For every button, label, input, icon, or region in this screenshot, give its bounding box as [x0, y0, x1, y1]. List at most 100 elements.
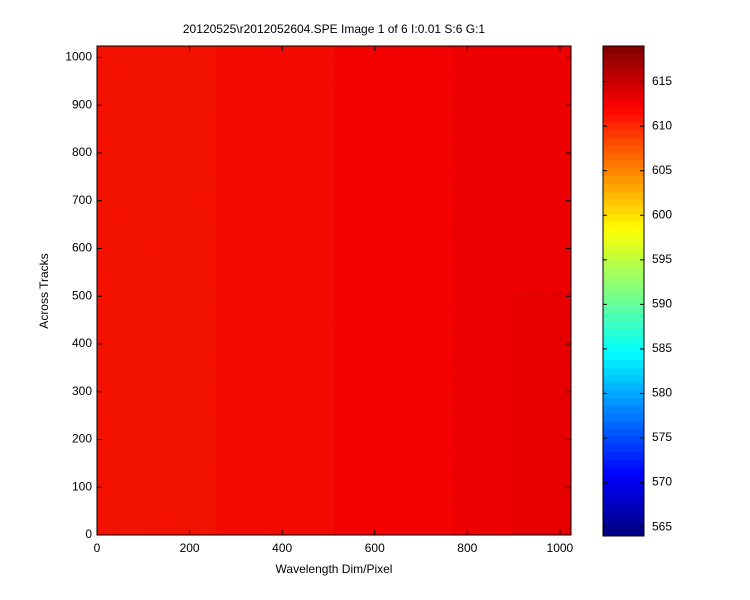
colorbar-cell: [603, 513, 644, 522]
colorbar-cell: [603, 497, 644, 506]
colorbar-cell: [603, 222, 644, 231]
colorbar-cell: [603, 84, 644, 93]
colorbar-cell: [603, 490, 644, 499]
colorbar-cell: [603, 313, 644, 323]
colorbar-cell: [603, 130, 644, 139]
colorbar-cell: [603, 168, 644, 177]
colorbar-cell: [603, 160, 644, 169]
colorbar-cell: [603, 114, 644, 124]
colorbar-cell: [603, 229, 644, 238]
colorbar-cell: [603, 137, 644, 147]
colorbar-cell: [603, 183, 644, 192]
x-tick-label: 800: [457, 541, 477, 555]
colorbar-tick-label: 590: [652, 297, 672, 311]
colorbar-tick-label: 585: [652, 341, 672, 355]
colorbar-cell: [603, 352, 644, 361]
colorbar-frame: [602, 45, 645, 537]
colorbar-cell: [603, 482, 644, 491]
y-tick-label: 200: [72, 432, 92, 446]
y-tick-label: 500: [72, 288, 92, 302]
x-tick-label: 200: [180, 541, 200, 555]
y-axis-label: Across Tracks: [37, 253, 51, 328]
colorbar-cell: [603, 122, 644, 131]
heatmap: [97, 46, 572, 536]
colorbar-cell: [603, 91, 644, 101]
y-tick-label: 100: [72, 479, 92, 493]
colorbar-cell: [603, 46, 644, 55]
colorbar-cell: [603, 344, 644, 353]
colorbar-cell: [603, 390, 644, 399]
colorbar-cell: [603, 306, 644, 315]
colorbar-cell: [603, 467, 644, 476]
plot-frame: [96, 45, 572, 536]
colorbar-cell: [603, 459, 644, 468]
colorbar-tick-label: 600: [652, 207, 672, 221]
y-tick-label: 400: [72, 336, 92, 350]
y-tick-label: 1000: [65, 50, 92, 64]
colorbar-cell: [603, 367, 644, 376]
colorbar-cell: [603, 413, 644, 422]
colorbar-tick-label: 580: [652, 386, 672, 400]
colorbar-cell: [603, 176, 644, 185]
colorbar-cell: [603, 474, 644, 483]
colorbar-tick-label: 575: [652, 430, 672, 444]
axes: 0 200 400 600 800 1000 0 100 200 300 400 500 600 700 8…: [65, 45, 672, 555]
colorbar-cell: [603, 61, 644, 70]
colorbar-cell: [603, 382, 644, 392]
colorbar-cell: [603, 68, 644, 78]
colorbar-cell: [603, 237, 644, 246]
x-tick-label: 0: [94, 541, 101, 555]
y-tick-label: 0: [85, 527, 92, 541]
colorbar-cell: [603, 398, 644, 407]
colorbar-cell: [603, 206, 644, 215]
x-tick-label: 400: [272, 541, 292, 555]
colorbar-cell: [603, 107, 644, 116]
colorbar-cell: [603, 199, 644, 208]
colorbar-cell: [603, 505, 644, 514]
colorbar-cell: [603, 99, 644, 108]
x-axis-label: Wavelength Dim/Pixel: [276, 562, 393, 576]
colorbar-cell: [603, 528, 644, 537]
colorbar-cell: [603, 329, 644, 338]
colorbar-cell: [603, 336, 644, 346]
y-tick-label: 900: [72, 97, 92, 111]
colorbar-cell: [603, 444, 644, 453]
colorbar-tick-label: 570: [652, 475, 672, 489]
colorbar-tick-label: 610: [652, 118, 672, 132]
y-tick-label: 300: [72, 384, 92, 398]
colorbar-cell: [603, 421, 644, 430]
chart-title: 20120525\r2012052604.SPE Image 1 of 6 I:…: [183, 22, 486, 36]
x-tick-label: 1000: [547, 541, 574, 555]
colorbar-cell: [603, 283, 644, 292]
colorbar-cell: [603, 436, 644, 445]
colorbar-cell: [603, 76, 644, 85]
colorbar-cell: [603, 321, 644, 330]
y-tick-label: 600: [72, 241, 92, 255]
colorbar-cell: [603, 291, 644, 300]
colorbar-tick-label: 605: [652, 163, 672, 177]
colorbar-cell: [603, 298, 644, 307]
colorbar-tick-label: 565: [652, 519, 672, 533]
colorbar-cell: [603, 405, 644, 414]
colorbar-cell: [603, 520, 644, 529]
colorbar-cell: [603, 252, 644, 261]
colorbar-cell: [603, 191, 644, 200]
colorbar-cell: [603, 214, 644, 223]
colorbar-cell: [603, 53, 644, 62]
colorbar-cell: [603, 145, 644, 154]
colorbar-cell: [603, 359, 644, 369]
x-tick-label: 600: [365, 541, 385, 555]
y-tick-label: 700: [72, 193, 92, 207]
colorbar-cell: [603, 375, 644, 384]
colorbar-cell: [603, 245, 644, 254]
y-tick-label: 800: [72, 145, 92, 159]
colorbar-tick-label: 615: [652, 74, 672, 88]
colorbar-cell: [603, 153, 644, 162]
colorbar-cell: [603, 268, 644, 277]
noise-texture: [97, 46, 571, 535]
colorbar-cell: [603, 428, 644, 437]
colorbar-cell: [603, 260, 644, 269]
colorbar-tick-label: 595: [652, 252, 672, 266]
colorbar-cell: [603, 275, 644, 284]
